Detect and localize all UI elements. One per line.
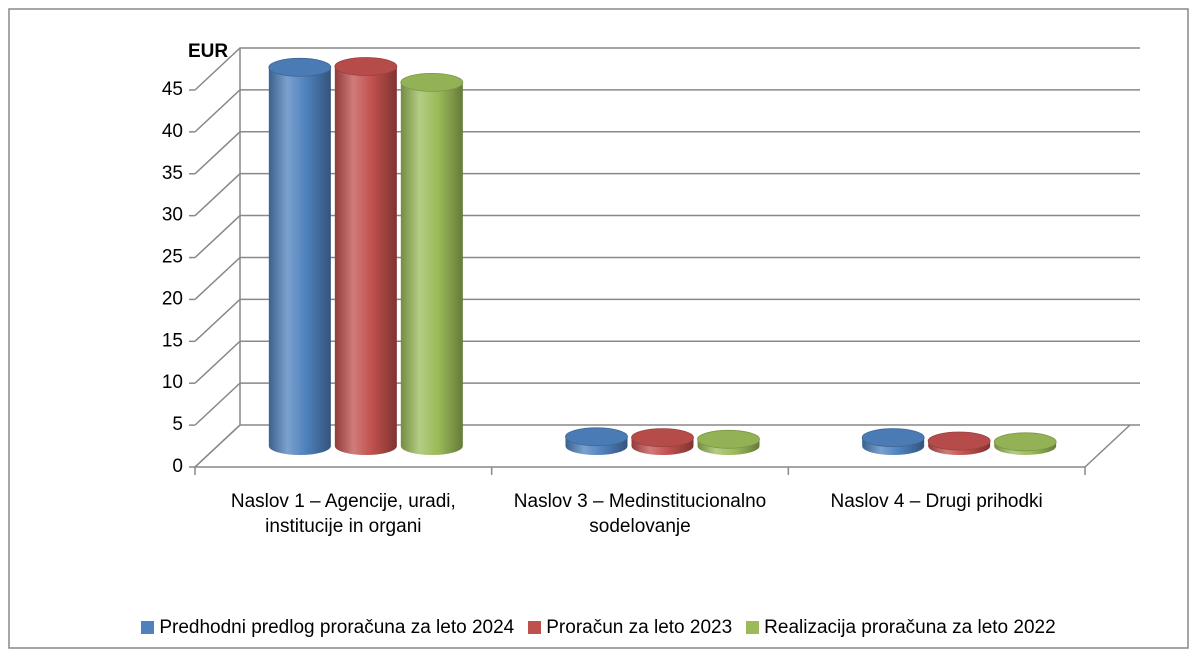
- y-tick-label: 35: [162, 163, 183, 184]
- bar-top: [927, 431, 991, 451]
- legend: Predhodni predlog proračuna za leto 2024…: [0, 617, 1197, 639]
- legend-swatch: [528, 621, 542, 634]
- bar-top: [631, 428, 694, 448]
- grid-line: [194, 424, 1140, 468]
- bar-top: [697, 429, 760, 449]
- grid-line: [194, 256, 1140, 300]
- y-tick-label: 0: [172, 456, 183, 477]
- bar-top: [861, 428, 925, 448]
- y-tick-label: 10: [162, 372, 183, 393]
- legend-label: Proračun za leto 2023: [546, 617, 733, 638]
- bar-top: [400, 73, 464, 92]
- y-tick-label: 30: [162, 205, 183, 226]
- y-tick-label: 15: [162, 330, 183, 351]
- y-tick-label: 20: [162, 288, 183, 309]
- y-tick-label: 45: [162, 79, 183, 100]
- y-tick-label: 25: [162, 247, 183, 268]
- grid-line: [194, 172, 1140, 217]
- bar-top: [565, 427, 628, 447]
- bar: [400, 82, 463, 455]
- grid-line: [194, 298, 1140, 342]
- bar: [268, 67, 331, 455]
- bar-top: [334, 57, 398, 76]
- x-tick-label: Naslov 1 – Agencije, uradi, institucije …: [230, 491, 456, 537]
- y-tick-label: 5: [172, 414, 183, 435]
- grid-line: [194, 47, 1140, 91]
- bar-top: [993, 432, 1057, 452]
- grid-line: [194, 214, 1140, 259]
- x-tick-label: Naslov 4 – Drugi prihodki: [830, 491, 1043, 512]
- y-tick-label: 40: [162, 121, 183, 142]
- grid-line: [194, 89, 1140, 133]
- bar: [334, 66, 397, 455]
- legend-item: Predhodni predlog proračuna za leto 2024: [141, 617, 514, 639]
- legend-swatch: [141, 621, 155, 634]
- bar-top: [268, 57, 332, 77]
- legend-item: Realizacija proračuna za leto 2022: [746, 617, 1056, 639]
- grid-line: [194, 131, 1140, 175]
- legend-swatch: [746, 621, 760, 634]
- chart-border: [8, 8, 1189, 649]
- legend-item: Proračun za leto 2023: [528, 617, 732, 639]
- grid-line: [194, 340, 1140, 384]
- x-tick-label: Naslov 3 – Medinstitucionalno sodelovanj…: [513, 491, 767, 537]
- y-axis-label: EUR: [188, 41, 228, 62]
- legend-label: Predhodni predlog proračuna za leto 2024: [159, 617, 515, 638]
- grid-line: [194, 382, 1140, 426]
- legend-label: Realizacija proračuna za leto 2022: [764, 617, 1056, 638]
